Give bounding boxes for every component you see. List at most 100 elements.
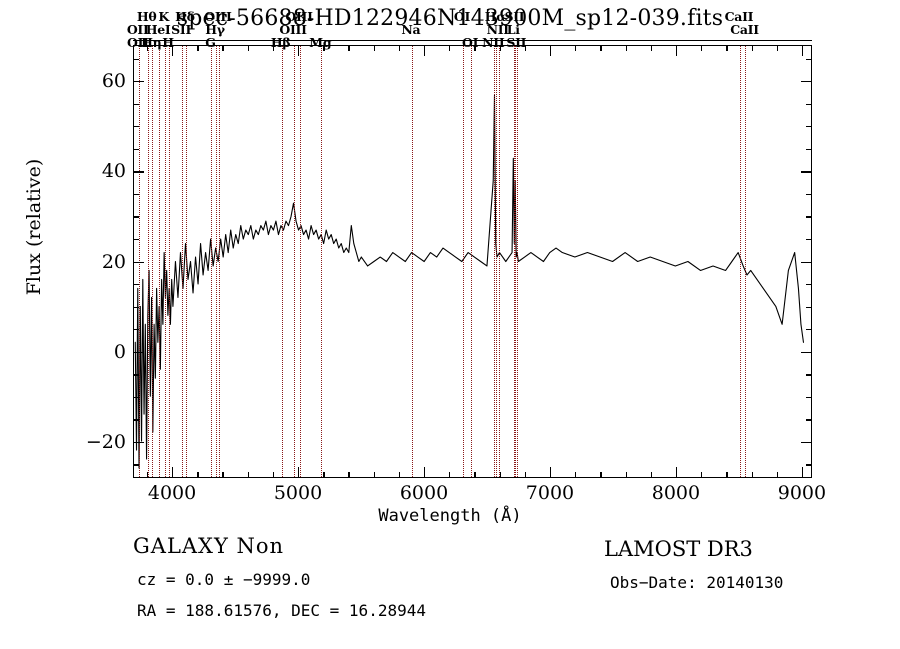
x-tick-minor [272,472,275,478]
y-tick-minor [133,306,139,308]
x-tick-major-top [424,45,426,56]
y-tick-minor-right [806,126,812,128]
x-tick-major-top [801,45,804,56]
y-tick-minor [133,329,139,331]
x-tick-minor [751,472,753,478]
x-tick-minor-top [197,45,199,51]
line-marker-k [164,46,166,477]
line-label-oiii: OIII [204,9,232,24]
y-tick-label: 40 [101,160,126,183]
object-class-text: GALAXY Non [133,534,285,558]
line-label-k: K [158,9,169,24]
x-tick-minor-top [575,45,577,51]
x-tick-minor-top [726,45,728,51]
line-label-g: G [205,35,216,50]
x-tick-label: 8000 [651,482,701,504]
x-tick-minor-top [650,45,653,51]
line-marker-sii [517,46,519,477]
x-tick-minor [524,472,527,478]
line-label-oiii: OIII [285,9,313,24]
y-tick-minor [133,396,139,399]
x-tick-minor [575,472,577,478]
x-tick-label: 5000 [273,482,323,504]
line-label-h: Hβ [270,35,291,50]
y-tick-minor [133,126,139,128]
y-tick-minor [133,193,139,196]
x-tick-minor [776,472,779,478]
x-tick-minor [726,472,728,478]
x-tick-minor-top [373,45,375,51]
y-tick-major [133,441,144,444]
x-tick-minor [398,472,401,478]
x-tick-major-top [172,45,174,56]
line-marker-h [185,46,187,477]
y-tick-major-right [801,81,812,83]
line-label-h: Hη [141,35,162,50]
x-tick-minor [650,472,653,478]
x-tick-major [424,467,426,478]
page-title: spec-56688-HD122946N143900M_sp12-039.fit… [176,6,724,31]
coordinates-text: RA = 188.61576, DEC = 16.28944 [137,601,426,620]
x-axis-title: Wavelength (Å) [378,506,522,526]
y-tick-minor [133,238,139,241]
y-tick-label: −20 [85,430,126,453]
x-tick-minor [701,472,703,478]
x-tick-minor-top [751,45,753,51]
y-tick-minor-right [806,103,812,105]
x-tick-minor-top [247,45,249,51]
line-label-h: Hα [484,9,506,24]
y-tick-minor-right [806,306,812,308]
line-marker-oi [471,46,473,477]
y-tick-minor-right [806,396,812,399]
line-marker-caii [745,46,747,477]
obs-date-text: Obs−Date: 20140130 [610,573,784,592]
x-tick-minor-top [499,45,501,51]
y-tick-minor [133,284,139,286]
x-tick-minor-top [701,45,703,51]
x-tick-label: 4000 [147,482,197,504]
y-tick-minor-right [806,238,812,241]
line-label-oi: OI [462,35,479,50]
y-tick-minor-right [806,58,812,60]
line-marker-caii [739,46,741,477]
y-tick-label: 0 [113,340,126,363]
y-tick-minor [133,103,139,105]
x-tick-minor [625,472,627,478]
line-marker-oiii [218,46,220,477]
y-tick-major [133,261,144,263]
x-tick-minor-top [449,45,451,51]
x-tick-minor [247,472,249,478]
line-marker-sii [515,46,517,477]
x-tick-minor [499,472,501,478]
x-tick-minor-top [625,45,627,51]
line-label-hei: HeI [145,22,171,37]
line-marker-h [152,46,154,477]
x-tick-minor-top [524,45,527,51]
line-label-oii: OII [126,22,149,37]
line-label-sii: SII [506,35,527,50]
x-tick-major [172,467,174,478]
line-marker-mg [321,46,323,477]
x-tick-minor-top [272,45,275,51]
x-tick-minor [146,472,149,478]
x-tick-major-top [549,45,552,56]
x-tick-minor [449,472,451,478]
line-label-nii: NII [482,35,505,50]
y-tick-minor-right [806,148,812,151]
x-tick-minor-top [474,45,476,51]
line-marker-g [211,46,213,477]
y-tick-major [133,171,144,173]
line-marker-nii [494,46,496,477]
y-tick-minor [133,419,139,421]
line-marker-sii [182,46,184,477]
line-label-h: H [162,35,174,50]
line-label-h: Hδ [175,9,195,24]
y-tick-major-right [801,261,812,263]
line-marker-h [281,46,283,477]
y-tick-minor-right [806,374,812,376]
y-tick-minor-right [806,193,812,196]
line-marker-hei [159,46,161,477]
line-label-oi: OI [453,9,471,24]
y-tick-major [133,351,144,353]
y-tick-major-right [801,441,812,444]
